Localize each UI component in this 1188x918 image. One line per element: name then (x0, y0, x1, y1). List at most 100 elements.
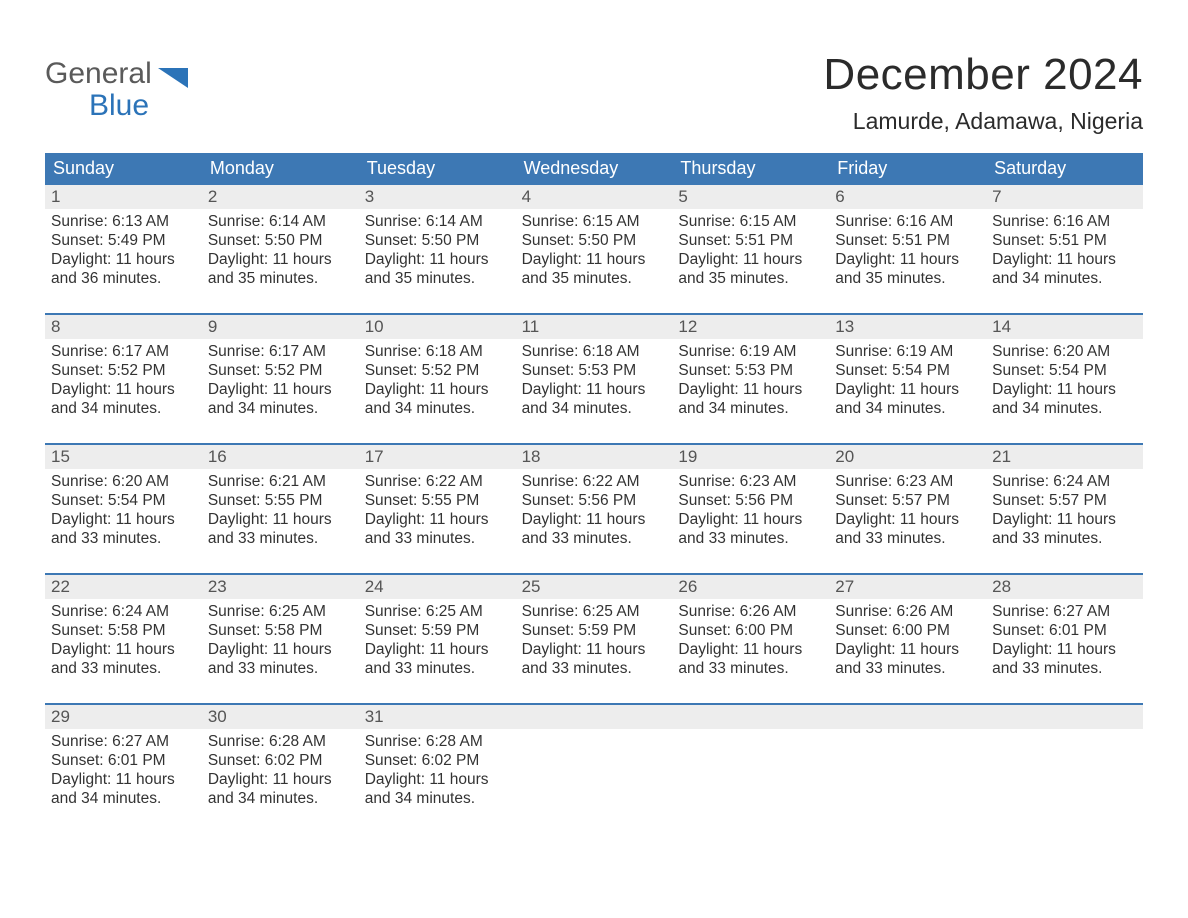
day-body: Sunrise: 6:27 AMSunset: 6:01 PMDaylight:… (986, 599, 1143, 683)
sunset-line: Sunset: 5:56 PM (522, 492, 667, 511)
sunrise-line: Sunrise: 6:25 AM (208, 603, 353, 622)
sunrise-line: Sunrise: 6:18 AM (522, 343, 667, 362)
daylight-line: Daylight: 11 hours and 33 minutes. (992, 641, 1137, 679)
daylight-line: Daylight: 11 hours and 33 minutes. (365, 641, 510, 679)
sunrise-line: Sunrise: 6:23 AM (835, 473, 980, 492)
sunrise-line: Sunrise: 6:13 AM (51, 213, 196, 232)
day-number: 23 (202, 575, 359, 599)
daylight-line: Daylight: 11 hours and 33 minutes. (208, 641, 353, 679)
logo-text: General Blue (45, 58, 152, 121)
sunrise-line: Sunrise: 6:16 AM (992, 213, 1137, 232)
sunset-line: Sunset: 5:56 PM (678, 492, 823, 511)
day-number (829, 705, 986, 729)
day-cell: 26Sunrise: 6:26 AMSunset: 6:00 PMDayligh… (672, 575, 829, 687)
sunset-line: Sunset: 5:52 PM (208, 362, 353, 381)
sunrise-line: Sunrise: 6:22 AM (365, 473, 510, 492)
day-cell: 13Sunrise: 6:19 AMSunset: 5:54 PMDayligh… (829, 315, 986, 427)
day-cell: 17Sunrise: 6:22 AMSunset: 5:55 PMDayligh… (359, 445, 516, 557)
sunset-line: Sunset: 5:54 PM (51, 492, 196, 511)
day-body: Sunrise: 6:23 AMSunset: 5:56 PMDaylight:… (672, 469, 829, 553)
sunrise-line: Sunrise: 6:19 AM (835, 343, 980, 362)
sunset-line: Sunset: 6:02 PM (208, 752, 353, 771)
day-body: Sunrise: 6:15 AMSunset: 5:50 PMDaylight:… (516, 209, 673, 293)
day-body: Sunrise: 6:27 AMSunset: 6:01 PMDaylight:… (45, 729, 202, 813)
sunset-line: Sunset: 5:57 PM (835, 492, 980, 511)
day-number: 30 (202, 705, 359, 729)
day-cell: 5Sunrise: 6:15 AMSunset: 5:51 PMDaylight… (672, 185, 829, 297)
day-cell: 3Sunrise: 6:14 AMSunset: 5:50 PMDaylight… (359, 185, 516, 297)
sunset-line: Sunset: 5:58 PM (208, 622, 353, 641)
day-number: 25 (516, 575, 673, 599)
sunset-line: Sunset: 5:51 PM (835, 232, 980, 251)
weekday-header: Friday (829, 153, 986, 185)
day-cell: 30 Sunrise: 6:28 AMSunset: 6:02 PMDayligh… (202, 705, 359, 817)
weekday-header: Sunday (45, 153, 202, 185)
day-cell: 12Sunrise: 6:19 AMSunset: 5:53 PMDayligh… (672, 315, 829, 427)
page-subtitle: Lamurde, Adamawa, Nigeria (823, 108, 1143, 135)
day-cell: 8Sunrise: 6:17 AMSunset: 5:52 PMDaylight… (45, 315, 202, 427)
page-root: General Blue December 2024 Lamurde, Adam… (0, 0, 1188, 918)
daylight-line: Daylight: 11 hours and 34 minutes. (51, 771, 196, 809)
weekday-header-row: SundayMondayTuesdayWednesdayThursdayFrid… (45, 153, 1143, 185)
day-body (986, 729, 1143, 737)
day-body (672, 729, 829, 737)
day-number: 4 (516, 185, 673, 209)
day-number: 1 (45, 185, 202, 209)
day-cell: 9Sunrise: 6:17 AMSunset: 5:52 PMDaylight… (202, 315, 359, 427)
sunset-line: Sunset: 5:54 PM (835, 362, 980, 381)
sunrise-line: Sunrise: 6:24 AM (51, 603, 196, 622)
day-number (986, 705, 1143, 729)
day-number (672, 705, 829, 729)
day-cell: 4Sunrise: 6:15 AMSunset: 5:50 PMDaylight… (516, 185, 673, 297)
daylight-line: Daylight: 11 hours and 34 minutes. (208, 771, 353, 809)
day-cell (672, 705, 829, 817)
daylight-line: Daylight: 11 hours and 35 minutes. (365, 251, 510, 289)
day-body: Sunrise: 6:16 AMSunset: 5:51 PMDaylight:… (986, 209, 1143, 293)
day-number: 24 (359, 575, 516, 599)
day-number: 19 (672, 445, 829, 469)
sunrise-line: Sunrise: 6:28 AM (208, 733, 353, 752)
day-body: Sunrise: 6:19 AMSunset: 5:53 PMDaylight:… (672, 339, 829, 423)
day-body: Sunrise: 6:18 AMSunset: 5:53 PMDaylight:… (516, 339, 673, 423)
day-number: 7 (986, 185, 1143, 209)
sunset-line: Sunset: 5:51 PM (992, 232, 1137, 251)
sunrise-line: Sunrise: 6:15 AM (678, 213, 823, 232)
day-number: 31 (359, 705, 516, 729)
daylight-line: Daylight: 11 hours and 34 minutes. (365, 771, 510, 809)
day-number: 26 (672, 575, 829, 599)
daylight-line: Daylight: 11 hours and 34 minutes. (992, 251, 1137, 289)
sunrise-line: Sunrise: 6:19 AM (678, 343, 823, 362)
day-body: Sunrise: 6:20 AMSunset: 5:54 PMDaylight:… (986, 339, 1143, 423)
sunrise-line: Sunrise: 6:25 AM (522, 603, 667, 622)
sunset-line: Sunset: 5:52 PM (51, 362, 196, 381)
day-body: Sunrise: 6:25 AMSunset: 5:59 PMDaylight:… (359, 599, 516, 683)
daylight-line: Daylight: 11 hours and 33 minutes. (51, 641, 196, 679)
day-body (829, 729, 986, 737)
day-body: Sunrise: 6:16 AMSunset: 5:51 PMDaylight:… (829, 209, 986, 293)
sunset-line: Sunset: 5:50 PM (208, 232, 353, 251)
sunset-line: Sunset: 5:51 PM (678, 232, 823, 251)
day-body: Sunrise: 6:13 AMSunset: 5:49 PMDaylight:… (45, 209, 202, 293)
daylight-line: Daylight: 11 hours and 33 minutes. (51, 511, 196, 549)
day-cell: 19Sunrise: 6:23 AMSunset: 5:56 PMDayligh… (672, 445, 829, 557)
day-number: 14 (986, 315, 1143, 339)
day-cell: 31Sunrise: 6:28 AMSunset: 6:02 PMDayligh… (359, 705, 516, 817)
sunset-line: Sunset: 5:53 PM (678, 362, 823, 381)
day-number: 11 (516, 315, 673, 339)
day-cell: 22Sunrise: 6:24 AMSunset: 5:58 PMDayligh… (45, 575, 202, 687)
day-body: Sunrise: 6:22 AMSunset: 5:55 PMDaylight:… (359, 469, 516, 553)
sunrise-line: Sunrise: 6:20 AM (51, 473, 196, 492)
daylight-line: Daylight: 11 hours and 34 minutes. (51, 381, 196, 419)
daylight-line: Daylight: 11 hours and 33 minutes. (208, 511, 353, 549)
sunrise-line: Sunrise: 6:27 AM (992, 603, 1137, 622)
day-cell: 1Sunrise: 6:13 AMSunset: 5:49 PMDaylight… (45, 185, 202, 297)
day-body: Sunrise: 6:28 AMSunset: 6:02 PMDaylight:… (359, 729, 516, 813)
day-cell: 11Sunrise: 6:18 AMSunset: 5:53 PMDayligh… (516, 315, 673, 427)
sunset-line: Sunset: 5:57 PM (992, 492, 1137, 511)
day-cell: 27Sunrise: 6:26 AMSunset: 6:00 PMDayligh… (829, 575, 986, 687)
day-number: 13 (829, 315, 986, 339)
sunset-line: Sunset: 5:58 PM (51, 622, 196, 641)
page-title: December 2024 (823, 50, 1143, 100)
sunrise-line: Sunrise: 6:17 AM (208, 343, 353, 362)
daylight-line: Daylight: 11 hours and 35 minutes. (522, 251, 667, 289)
